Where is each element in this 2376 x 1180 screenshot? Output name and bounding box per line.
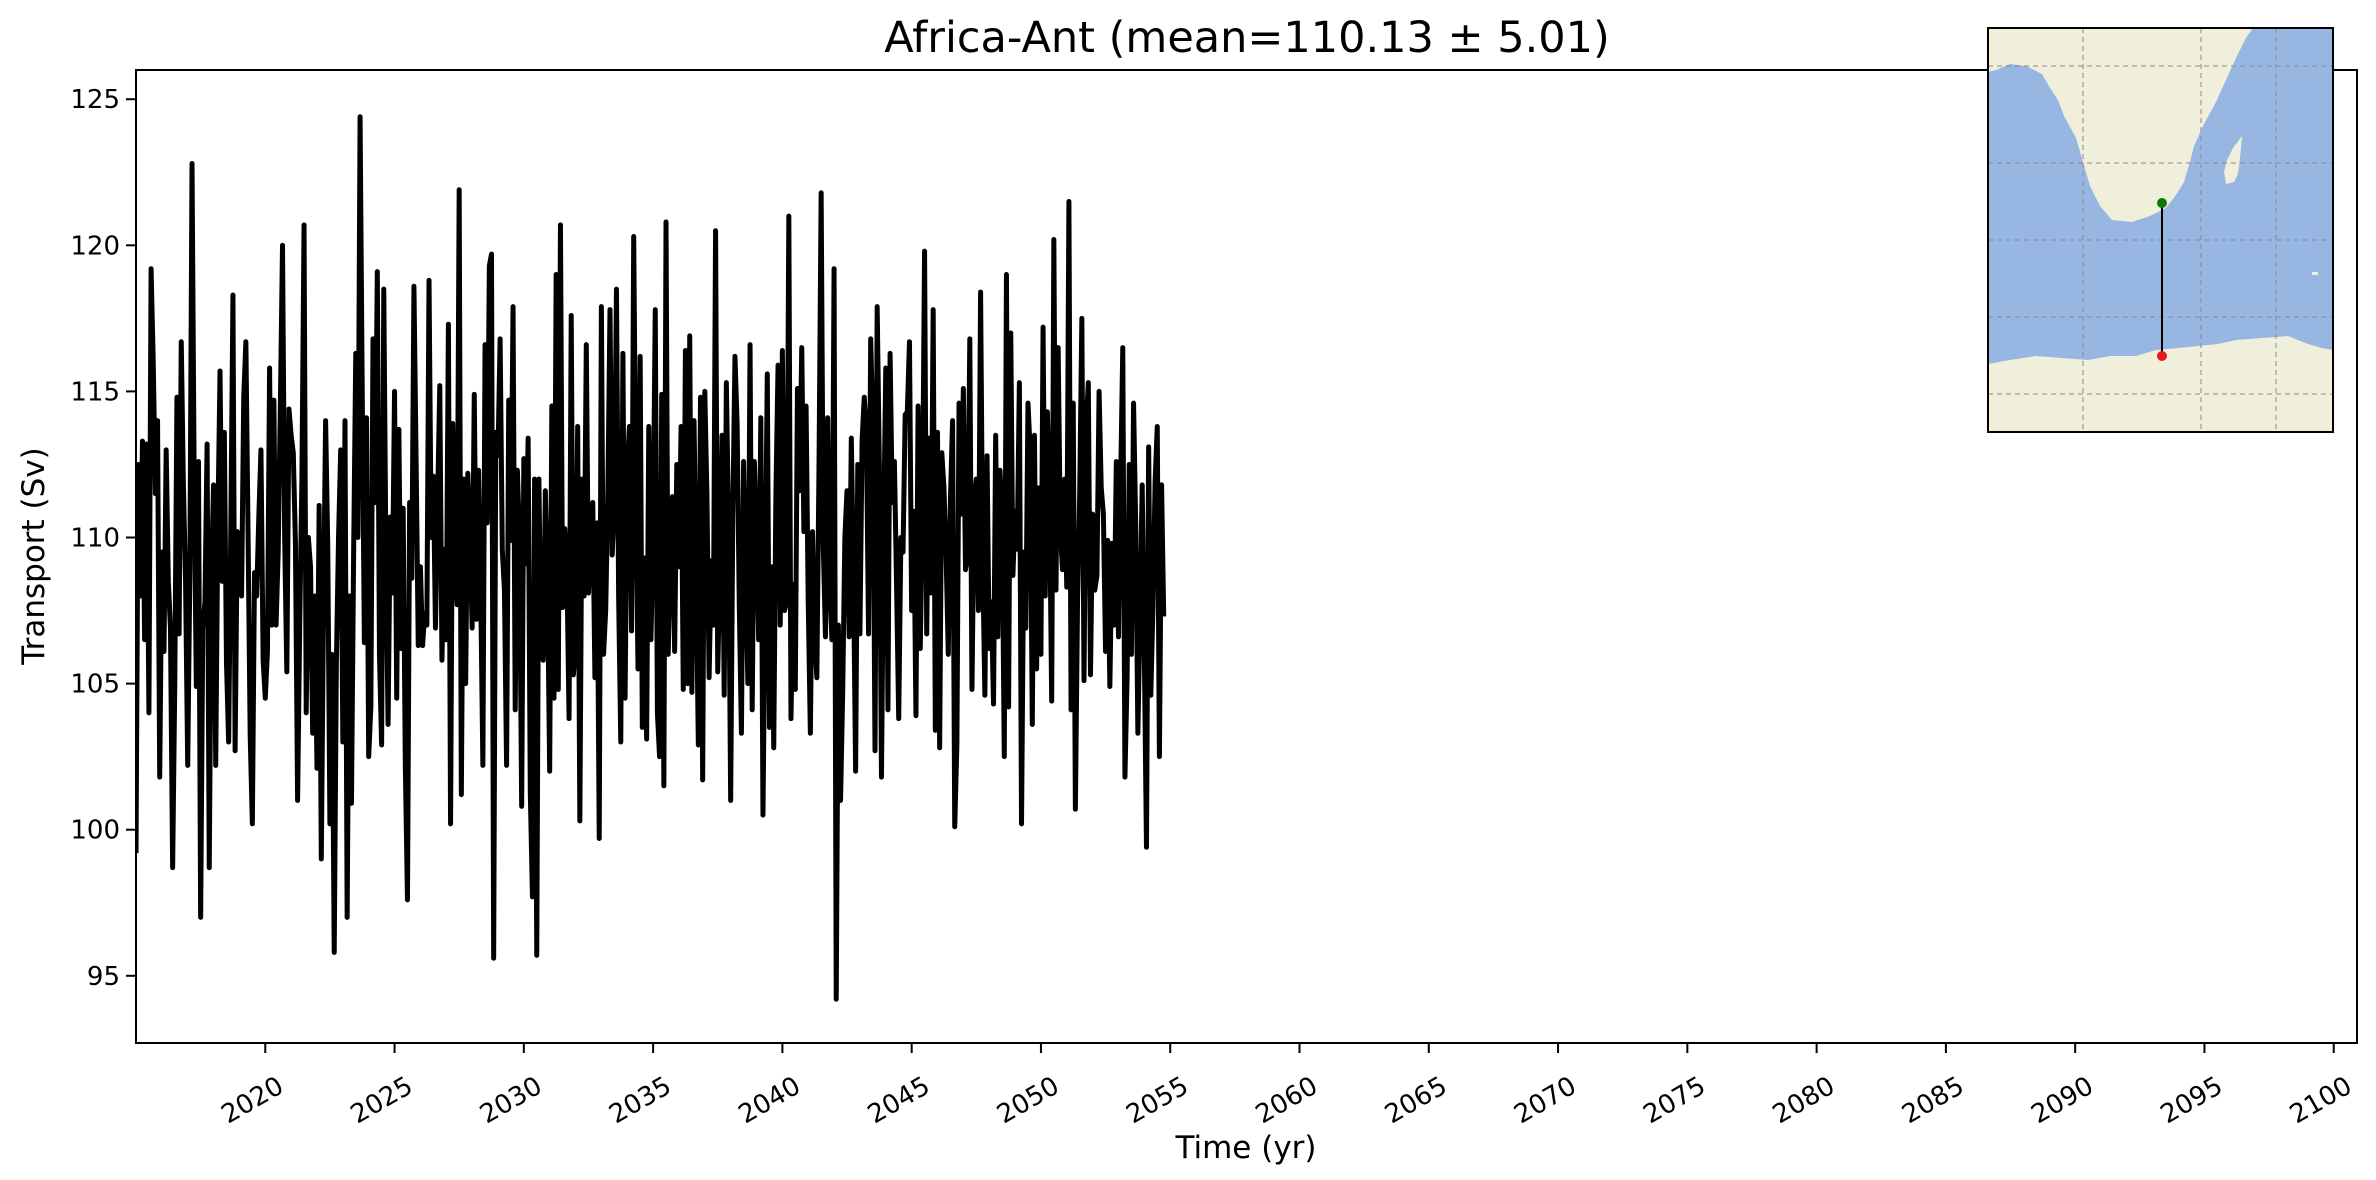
x-axis-label: Time (yr) — [1175, 1130, 1317, 1166]
inset-map-frame — [1987, 27, 2334, 433]
y-tick-label: 110 — [70, 524, 120, 554]
y-tick-label: 100 — [70, 816, 120, 846]
section-end-point — [2157, 351, 2167, 361]
y-tick-label: 95 — [87, 962, 120, 992]
y-axis: 95 100 105 110 115 120 125 — [70, 85, 136, 992]
y-tick-label: 120 — [70, 231, 120, 261]
y-tick-label: 105 — [70, 670, 120, 700]
inset-map — [1987, 27, 2334, 433]
plot-frame — [135, 69, 2358, 1044]
series-layer — [136, 114, 1167, 1002]
section-start-point — [2157, 198, 2167, 208]
map-madagascar-land — [2224, 136, 2242, 184]
map-africa-land — [1988, 28, 2253, 222]
y-axis-label: Transport (Sv) — [16, 447, 52, 666]
y-tick-label: 125 — [70, 85, 120, 115]
map-antarctica-land — [1988, 336, 2333, 432]
y-tick-label: 115 — [70, 377, 120, 407]
series-line-0 — [136, 114, 1167, 1002]
chart-title: Africa-Ant (mean=110.13 ± 5.01) — [884, 13, 1610, 63]
